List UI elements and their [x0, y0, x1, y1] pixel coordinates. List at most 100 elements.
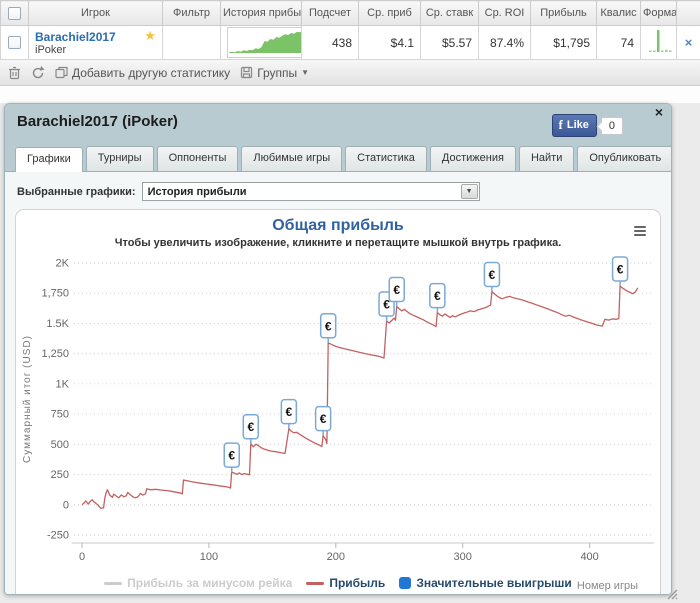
x-tick-label: 200: [327, 551, 345, 563]
tab-оппоненты[interactable]: Оппоненты: [156, 146, 239, 171]
chart-select-row: Выбранные графики: История прибыли ▼: [17, 182, 661, 201]
tab-достижения[interactable]: Достижения: [429, 146, 516, 171]
significant-win-marker: €: [242, 413, 260, 444]
like-count: 0: [600, 116, 623, 135]
column-header-empty: [0, 0, 29, 26]
column-header: История прибы: [220, 0, 302, 26]
y-tick-label: 1K: [56, 378, 70, 390]
column-header: Ср. приб: [358, 0, 421, 26]
player-panel: Barachiel2017 (iPoker) × f Like 0 Графики…: [4, 103, 672, 595]
tab-статистика[interactable]: Статистика: [345, 146, 427, 171]
y-tick-label: 2K: [56, 258, 70, 270]
y-tick-label: 250: [51, 469, 69, 481]
count-cell: 438: [301, 25, 359, 60]
legend-item[interactable]: Значительные выигрыши: [399, 576, 572, 590]
legend-line-swatch: [306, 581, 325, 585]
y-tick-label: 750: [51, 409, 69, 421]
significant-win-marker: €: [223, 442, 240, 473]
significant-win-marker: €: [388, 276, 405, 307]
significant-win-marker: €: [314, 405, 332, 436]
column-header: Ср. ROI: [478, 0, 531, 26]
tab-любимые игры[interactable]: Любимые игры: [241, 146, 343, 171]
chart-select[interactable]: История прибыли ▼: [141, 182, 480, 201]
panel-header: Barachiel2017 (iPoker) × f Like 0: [5, 104, 671, 141]
legend-label: Значительные выигрыши: [416, 576, 572, 590]
table-toolbar: Добавить другую статистику Группы ▼: [0, 60, 700, 86]
like-label: Like: [566, 119, 589, 131]
table-header-row: Игрок Фильтр История прибы Подсчет Ср. приб С…: [0, 0, 700, 26]
chart-select-label: Выбранные графики:: [17, 185, 136, 198]
player-link[interactable]: Barachiel2017: [35, 29, 116, 44]
significant-win-marker: €: [429, 282, 446, 313]
svg-text:€: €: [393, 283, 400, 297]
legend-label: Прибыль за минусом рейка: [127, 576, 293, 590]
tab-bar: Графики Турниры Оппоненты Любимые игры Стати…: [5, 141, 671, 172]
panel-title: Barachiel2017 (iPoker): [17, 113, 178, 130]
column-header: Фильтр: [162, 0, 221, 26]
x-tick-label: 400: [580, 551, 598, 563]
history-spark-cell: [220, 25, 302, 60]
significant-win-marker: €: [611, 256, 629, 286]
refresh-button[interactable]: [31, 65, 45, 80]
player-cell: Barachiel2017 ★ iPoker: [28, 25, 163, 60]
resize-grip[interactable]: [666, 588, 678, 600]
svg-text:€: €: [617, 262, 624, 276]
groups-button[interactable]: Группы ▼: [240, 66, 309, 80]
y-axis-title: Суммарный итог (USD): [22, 335, 33, 463]
y-tick-label: -250: [47, 530, 69, 542]
tab-турниры[interactable]: Турниры: [85, 146, 154, 171]
legend-item[interactable]: Прибыль за минусом рейка: [104, 576, 292, 590]
tab-опубликовать[interactable]: Опубликовать: [577, 146, 671, 171]
y-tick-label: 1.5K: [46, 318, 69, 330]
legend-square-swatch: [399, 577, 412, 589]
player-network: iPoker: [35, 43, 67, 56]
svg-text:€: €: [247, 420, 254, 434]
tab-графики[interactable]: Графики: [15, 147, 83, 172]
stats-section: Игрок Фильтр История прибы Подсчет Ср. приб С…: [0, 0, 700, 103]
select-arrow-icon[interactable]: ▼: [460, 184, 478, 199]
svg-text:€: €: [320, 412, 327, 426]
add-statistic-label: Добавить другую статистику: [72, 65, 231, 80]
column-header: Ср. ставк: [420, 0, 479, 26]
tab-найти[interactable]: Найти: [518, 146, 575, 171]
row-checkbox-cell: [0, 25, 29, 60]
avg-profit-cell: $4.1: [358, 25, 421, 60]
form-sparkline: [649, 30, 672, 52]
facebook-like: f Like 0: [551, 114, 623, 137]
row-checkbox[interactable]: [8, 36, 21, 49]
remove-row-button[interactable]: ×: [684, 35, 693, 50]
svg-text:€: €: [286, 405, 293, 419]
chart-legend: Прибыль за минусом рейка Прибыль Значитель…: [16, 576, 660, 590]
select-all-checkbox[interactable]: [8, 6, 21, 20]
svg-text:€: €: [489, 268, 496, 282]
y-tick-label: 0: [63, 499, 69, 511]
column-header: Подсчет: [301, 0, 359, 26]
history-sparkline: [227, 27, 301, 58]
chart-menu-button[interactable]: [632, 222, 648, 240]
svg-text:€: €: [228, 449, 235, 463]
delete-button[interactable]: [8, 66, 21, 80]
profit-cell: $1,795: [530, 25, 597, 60]
facebook-like-button[interactable]: f Like: [551, 114, 597, 137]
significant-win-marker: €: [483, 261, 501, 292]
svg-text:€: €: [325, 319, 332, 333]
add-statistic-button[interactable]: Добавить другую статистику: [55, 66, 230, 80]
facebook-icon: f: [558, 117, 563, 132]
groups-label: Группы: [257, 65, 298, 80]
profit-chart: Общая прибыль Чтобы увеличить изображени…: [15, 209, 661, 594]
column-header: Квалис: [596, 0, 641, 26]
table-row: Barachiel2017 ★ iPoker 438 $4.1 $5.57 87.…: [0, 25, 700, 60]
y-tick-label: 1,250: [41, 348, 69, 360]
y-tick-label: 1,750: [41, 288, 69, 300]
trash-icon: [9, 66, 20, 79]
panel-top: Barachiel2017 (iPoker) × f Like 0 Графики…: [5, 104, 671, 172]
panel-close-button[interactable]: ×: [654, 104, 663, 120]
chart-select-value: История прибыли: [147, 185, 247, 198]
filter-cell: [162, 25, 221, 60]
legend-line-swatch: [104, 581, 123, 585]
remove-cell: ×: [676, 25, 700, 60]
column-header-empty: [676, 0, 700, 26]
star-badge-icon: ★: [144, 27, 156, 43]
legend-item[interactable]: Прибыль: [306, 576, 385, 590]
